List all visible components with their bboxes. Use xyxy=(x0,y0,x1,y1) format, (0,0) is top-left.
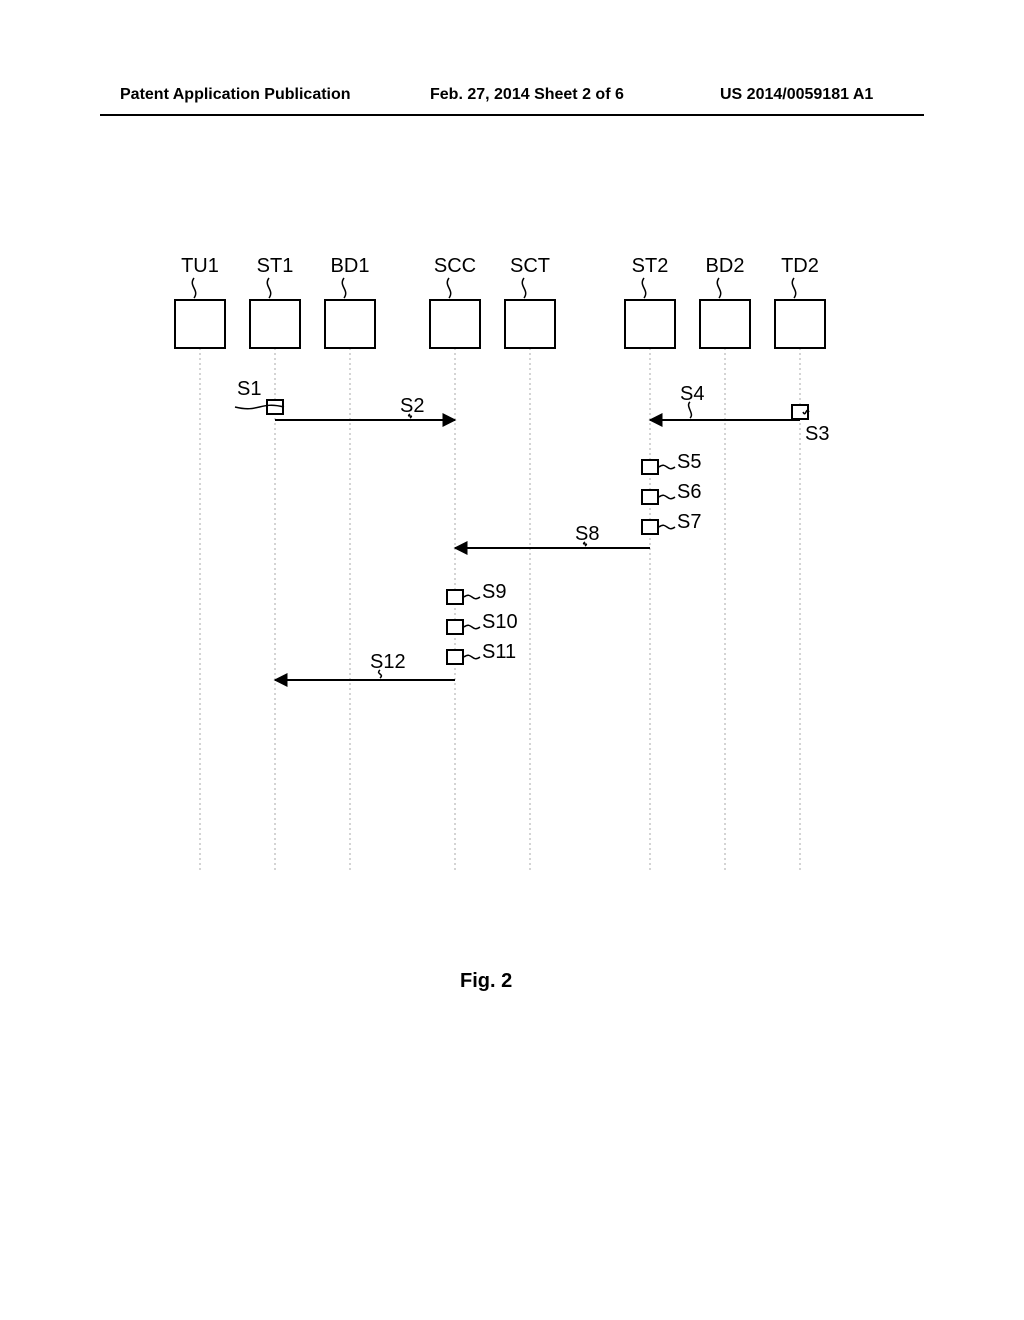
svg-text:TD2: TD2 xyxy=(781,255,819,277)
svg-text:BD2: BD2 xyxy=(706,255,745,277)
svg-text:S12: S12 xyxy=(370,651,406,673)
svg-text:S5: S5 xyxy=(677,451,701,473)
svg-text:BD1: BD1 xyxy=(331,255,370,277)
svg-text:S11: S11 xyxy=(482,641,516,663)
figure-label: Fig. 2 xyxy=(460,970,512,993)
svg-text:S3: S3 xyxy=(805,423,829,445)
svg-text:S2: S2 xyxy=(400,395,424,417)
page: Patent Application Publication Feb. 27, … xyxy=(0,0,1024,1320)
svg-text:ST1: ST1 xyxy=(257,255,294,277)
sequence-diagram: TU1 ST1 BD1 SCC SCT ST2 BD2 TD2 S2 S4 S8 S12 S1 S3 S5 S… xyxy=(0,0,1024,1320)
svg-text:S8: S8 xyxy=(575,523,599,545)
svg-text:SCC: SCC xyxy=(434,255,476,277)
svg-text:S4: S4 xyxy=(680,383,704,405)
svg-text:SCT: SCT xyxy=(510,255,550,277)
svg-text:S1: S1 xyxy=(237,378,261,400)
svg-text:S6: S6 xyxy=(677,481,701,503)
svg-text:S7: S7 xyxy=(677,511,701,533)
svg-text:S10: S10 xyxy=(482,611,518,633)
svg-text:S9: S9 xyxy=(482,581,506,603)
svg-text:ST2: ST2 xyxy=(632,255,669,277)
svg-text:TU1: TU1 xyxy=(181,255,219,277)
